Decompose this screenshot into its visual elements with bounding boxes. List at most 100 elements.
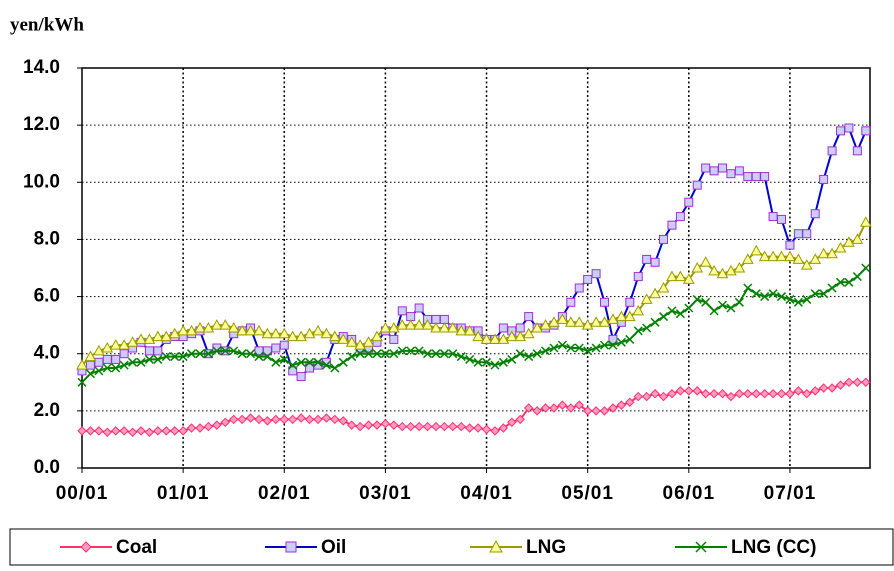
point	[414, 421, 424, 432]
point	[431, 349, 441, 359]
point	[144, 427, 155, 437]
point	[616, 337, 626, 347]
point	[633, 391, 643, 402]
point	[633, 272, 643, 282]
point	[219, 319, 232, 330]
point	[489, 539, 503, 553]
point	[640, 293, 653, 304]
point	[320, 327, 333, 339]
point	[540, 403, 551, 413]
point	[119, 360, 129, 370]
point	[633, 326, 643, 336]
point	[726, 303, 736, 313]
point	[161, 352, 171, 362]
point	[296, 413, 306, 423]
point	[236, 324, 248, 336]
point	[84, 350, 97, 362]
point	[852, 377, 863, 387]
point	[515, 414, 525, 425]
point	[667, 306, 677, 316]
point	[768, 212, 778, 222]
point	[574, 343, 584, 353]
point	[456, 352, 466, 362]
point	[271, 357, 281, 367]
point	[227, 321, 240, 333]
point	[632, 304, 645, 316]
point	[465, 354, 475, 364]
point	[387, 321, 400, 333]
point	[793, 229, 803, 239]
point	[362, 336, 375, 347]
point	[692, 294, 702, 304]
point	[127, 427, 138, 437]
point	[126, 336, 139, 347]
point	[278, 327, 291, 339]
point	[102, 363, 112, 373]
point	[581, 319, 594, 330]
point	[498, 323, 508, 333]
point	[751, 172, 761, 182]
point	[202, 321, 215, 333]
point	[716, 267, 729, 279]
point	[522, 327, 535, 339]
point	[397, 306, 407, 316]
point	[717, 389, 728, 399]
point	[700, 389, 711, 399]
point	[743, 172, 753, 182]
point	[119, 349, 129, 359]
point	[262, 352, 272, 362]
point	[675, 212, 685, 222]
point	[245, 413, 256, 423]
point	[380, 349, 390, 359]
point	[835, 380, 846, 390]
point	[507, 417, 517, 427]
point	[844, 277, 854, 287]
point	[194, 321, 206, 333]
line	[81, 267, 867, 383]
point	[338, 416, 348, 426]
point	[844, 377, 854, 387]
point	[531, 321, 543, 333]
point	[178, 426, 188, 436]
point	[448, 349, 458, 359]
point	[77, 377, 87, 387]
point	[237, 414, 247, 425]
x-tick-label: 03/01	[359, 483, 412, 504]
point	[480, 333, 493, 344]
point	[607, 313, 619, 324]
point	[254, 414, 264, 425]
point	[286, 330, 299, 342]
point	[666, 270, 678, 282]
x-tick-label: 07/01	[764, 483, 817, 504]
point	[498, 423, 509, 433]
point	[229, 346, 239, 356]
point	[271, 343, 281, 353]
point	[345, 336, 358, 347]
point	[321, 357, 331, 367]
x-tick-label: 00/01	[56, 483, 109, 504]
point	[566, 297, 576, 307]
point	[271, 414, 281, 425]
point	[809, 253, 822, 264]
point	[405, 421, 416, 432]
point	[305, 357, 315, 367]
point	[153, 354, 163, 364]
point	[423, 349, 433, 359]
point	[708, 264, 720, 276]
point	[389, 420, 399, 430]
point	[279, 354, 289, 364]
legend-label: LNG	[526, 537, 566, 558]
point	[346, 420, 357, 430]
point	[600, 297, 610, 307]
point	[203, 421, 214, 432]
point	[625, 397, 635, 407]
point	[793, 386, 804, 396]
point	[591, 269, 601, 279]
point	[819, 289, 829, 299]
point	[413, 319, 425, 330]
point	[186, 423, 197, 433]
point	[380, 419, 391, 429]
y-tick-label: 12.0	[23, 114, 60, 135]
point	[598, 316, 611, 327]
point	[827, 283, 837, 293]
